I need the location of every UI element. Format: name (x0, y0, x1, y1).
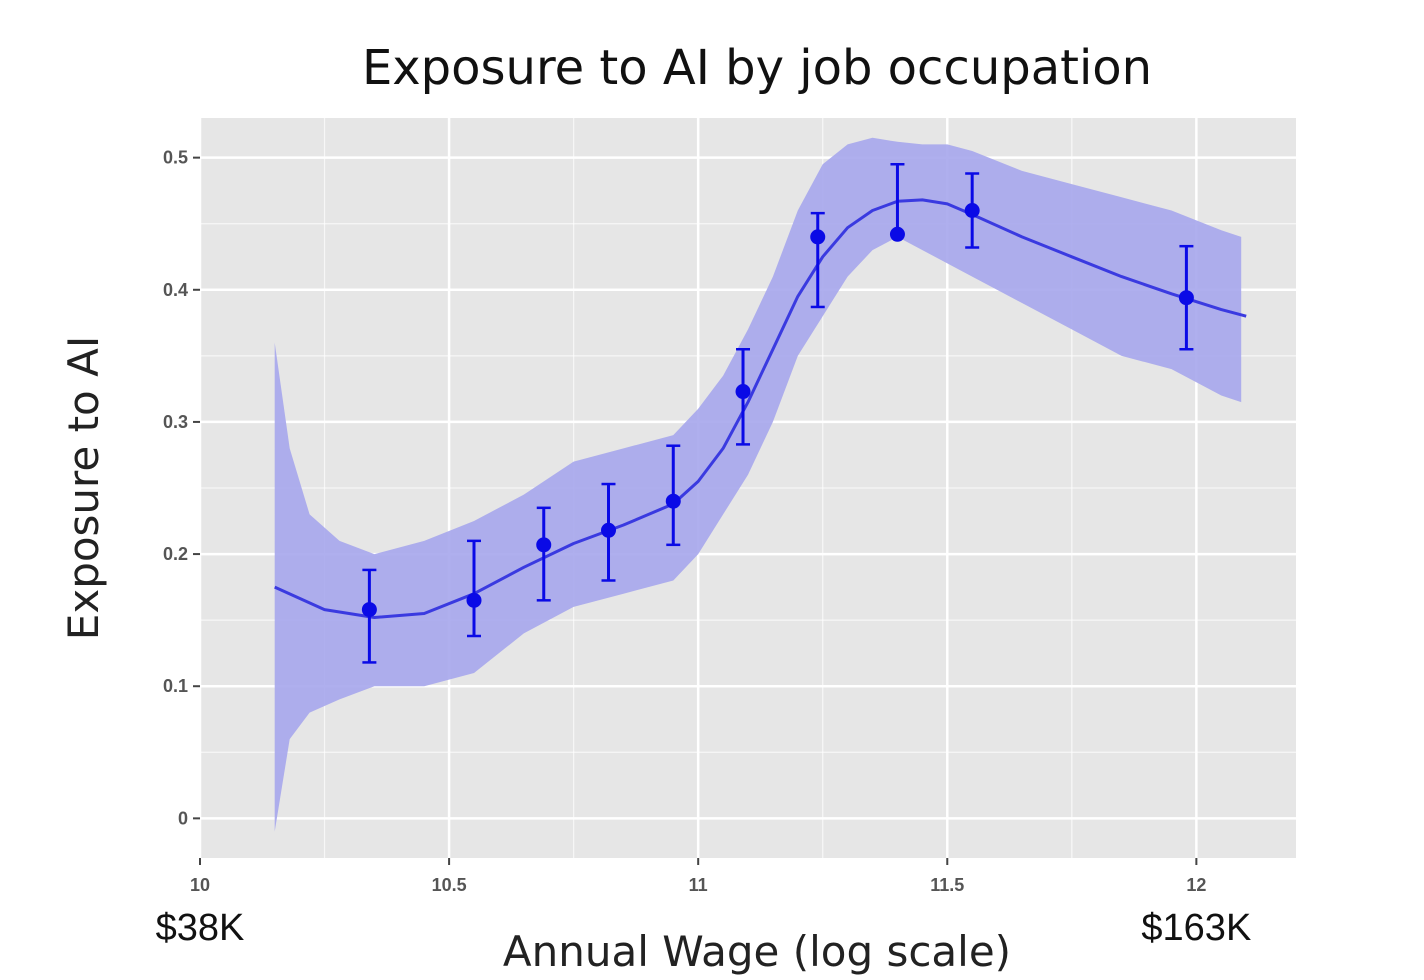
data-point (536, 537, 551, 552)
data-point (467, 593, 482, 608)
x-tick-label: 10.5 (432, 875, 467, 895)
wage-label: $38K (156, 907, 245, 949)
y-tick-label: 0.5 (163, 148, 188, 168)
y-tick-label: 0.4 (163, 280, 188, 300)
x-tick-label: 10 (190, 875, 210, 895)
data-point (965, 203, 980, 218)
data-point (810, 229, 825, 244)
y-tick-label: 0.1 (163, 676, 188, 696)
y-tick-label: 0.3 (163, 412, 188, 432)
data-point (666, 494, 681, 509)
data-point (601, 523, 616, 538)
x-tick-label: 11.5 (930, 875, 964, 895)
y-axis-ticks: 0 0.1 0.2 0.3 0.4 0.5 (163, 148, 200, 829)
x-tick-label: 12 (1186, 875, 1206, 895)
data-point (1179, 290, 1194, 305)
data-point (890, 227, 905, 242)
x-tick-label: 11 (689, 875, 708, 895)
y-axis-title: Exposure to AI (59, 336, 108, 640)
y-tick-label: 0 (178, 808, 188, 828)
data-point (362, 602, 377, 617)
y-tick-label: 0.2 (163, 544, 188, 564)
x-axis-title: Annual Wage (log scale) (503, 927, 1011, 976)
x-axis-ticks: 10 10.5 11 11.5 12 (190, 858, 1206, 895)
data-point (736, 384, 751, 399)
chart-title: Exposure to AI by job occupation (362, 40, 1152, 96)
wage-label: $163K (1141, 907, 1251, 949)
